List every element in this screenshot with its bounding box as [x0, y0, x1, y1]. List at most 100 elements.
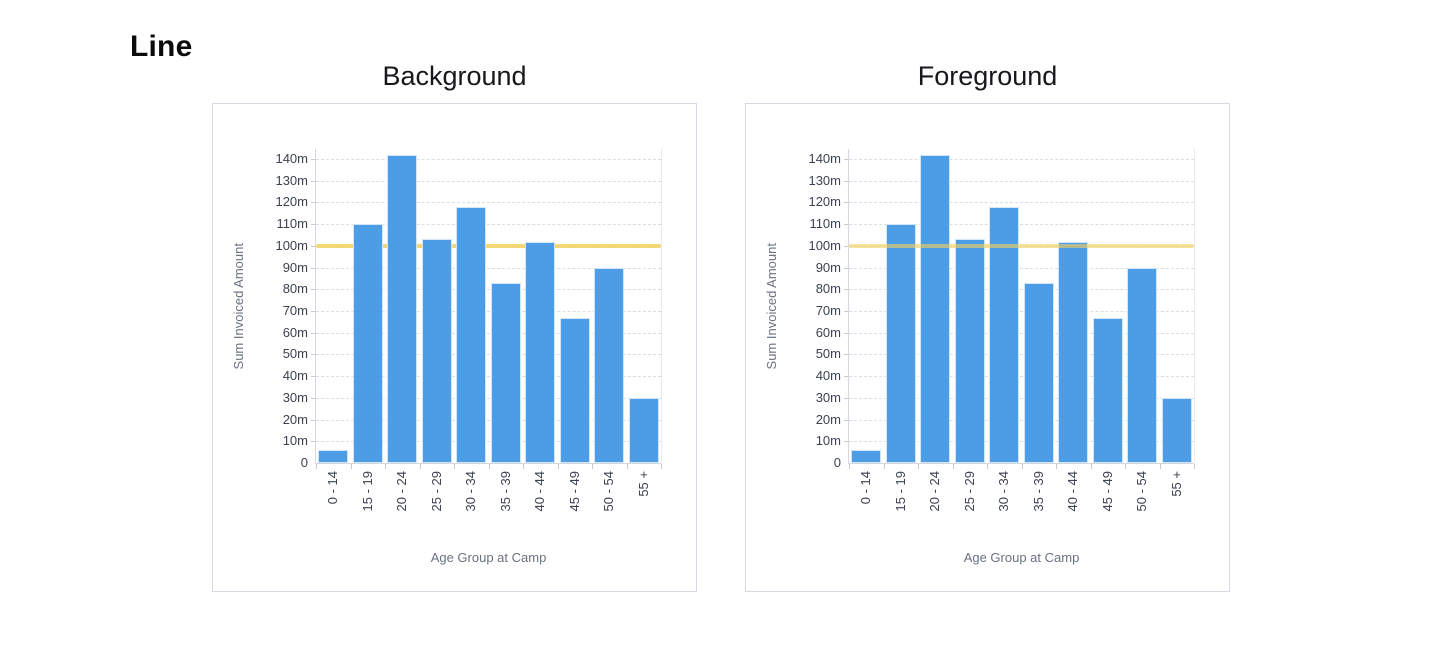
x-tick	[1090, 464, 1092, 469]
bar	[954, 239, 985, 463]
gridline	[316, 202, 661, 204]
x-tick-label: 15 - 19	[359, 471, 375, 512]
y-axis-line	[848, 149, 849, 464]
y-tick	[844, 267, 848, 269]
x-tick-label: 0 - 14	[325, 471, 341, 505]
bar	[1058, 241, 1089, 463]
x-tick-label: 55 +	[635, 471, 651, 497]
y-tick-label: 120m	[808, 194, 841, 210]
y-tick	[311, 441, 315, 443]
y-tick-label: 50m	[282, 346, 308, 362]
y-tick	[311, 245, 315, 247]
plot-right-border	[661, 149, 662, 463]
y-tick-label: 130m	[808, 172, 841, 188]
x-axis-title: Age Group at Camp	[430, 550, 547, 565]
y-tick	[311, 267, 315, 269]
y-tick	[844, 311, 848, 312]
x-tick	[454, 464, 455, 469]
y-tick-label: 70m	[815, 303, 841, 318]
bar	[1023, 282, 1054, 463]
y-tick-label: 10m	[815, 433, 841, 449]
x-tick	[488, 464, 490, 469]
bar	[352, 224, 383, 463]
bar	[421, 239, 452, 463]
bar	[490, 282, 521, 463]
x-tick	[316, 464, 317, 469]
x-tick	[1159, 464, 1161, 469]
gridline	[316, 419, 661, 421]
y-tick-label: 40m	[282, 368, 308, 384]
x-tick	[987, 464, 988, 469]
x-tick	[592, 464, 593, 469]
x-tick-label: 25 - 29	[428, 471, 444, 512]
y-tick-label: 70m	[282, 303, 308, 318]
y-tick	[844, 332, 848, 334]
x-tick-label: 50 - 54	[1134, 471, 1150, 512]
y-tick-label: 0	[833, 455, 841, 470]
y-tick-label: 60m	[815, 324, 841, 340]
y-tick	[844, 224, 848, 226]
gridline	[316, 441, 661, 443]
gridline	[849, 311, 1194, 312]
bar	[1161, 397, 1192, 463]
reference-line	[849, 243, 1194, 248]
x-tick-label: 20 - 24	[927, 471, 943, 512]
x-tick	[419, 464, 421, 469]
y-tick	[311, 376, 315, 378]
x-tick	[661, 464, 662, 469]
gridline	[849, 267, 1194, 269]
y-tick-label: 90m	[815, 259, 841, 275]
x-tick	[626, 464, 628, 469]
plot-right-border	[1194, 149, 1195, 463]
y-tick	[844, 289, 848, 291]
bar	[885, 224, 916, 463]
gridline	[849, 397, 1194, 399]
x-tick	[385, 464, 386, 469]
y-axis-line	[315, 149, 316, 464]
x-tick-label: 30 - 34	[996, 471, 1012, 512]
y-tick-label: 30m	[282, 389, 308, 405]
bar	[594, 267, 625, 463]
chart-section-foreground: Foreground Sum Invoiced Amount Age Group…	[745, 58, 1230, 592]
x-tick-label: 45 - 49	[1099, 471, 1115, 512]
gridline	[849, 419, 1194, 421]
gridline	[316, 267, 661, 269]
x-tick	[350, 464, 352, 469]
x-tick	[849, 464, 850, 469]
y-tick-label: 130m	[275, 172, 308, 188]
x-tick	[1056, 464, 1057, 469]
y-tick	[311, 180, 315, 182]
x-tick	[918, 464, 919, 469]
y-tick	[844, 354, 848, 356]
x-tick	[557, 464, 559, 469]
bar	[1092, 317, 1123, 463]
y-tick-label: 110m	[809, 216, 841, 232]
y-tick-label: 40m	[815, 368, 841, 384]
gridline	[849, 224, 1194, 226]
y-tick	[844, 376, 848, 378]
y-tick-label: 140m	[808, 151, 841, 166]
y-tick-label: 20m	[815, 411, 841, 427]
y-tick-label: 10m	[282, 433, 308, 449]
gridline	[316, 332, 661, 334]
x-axis-line	[849, 463, 1194, 464]
bar	[989, 206, 1020, 463]
gridline	[316, 311, 661, 312]
y-tick	[311, 224, 315, 226]
y-tick	[311, 397, 315, 399]
y-tick	[311, 311, 315, 312]
reference-line	[316, 243, 661, 248]
chart-section-background: Background Sum Invoiced Amount Age Group…	[212, 58, 697, 592]
bar	[456, 206, 487, 463]
chart-title-background: Background	[382, 61, 527, 91]
y-tick	[844, 419, 848, 421]
gridline	[849, 354, 1194, 356]
x-axis-line	[316, 463, 661, 464]
bar	[628, 397, 659, 463]
x-tick	[883, 464, 885, 469]
bar	[559, 317, 590, 463]
gridline	[316, 159, 661, 160]
y-tick	[311, 419, 315, 421]
